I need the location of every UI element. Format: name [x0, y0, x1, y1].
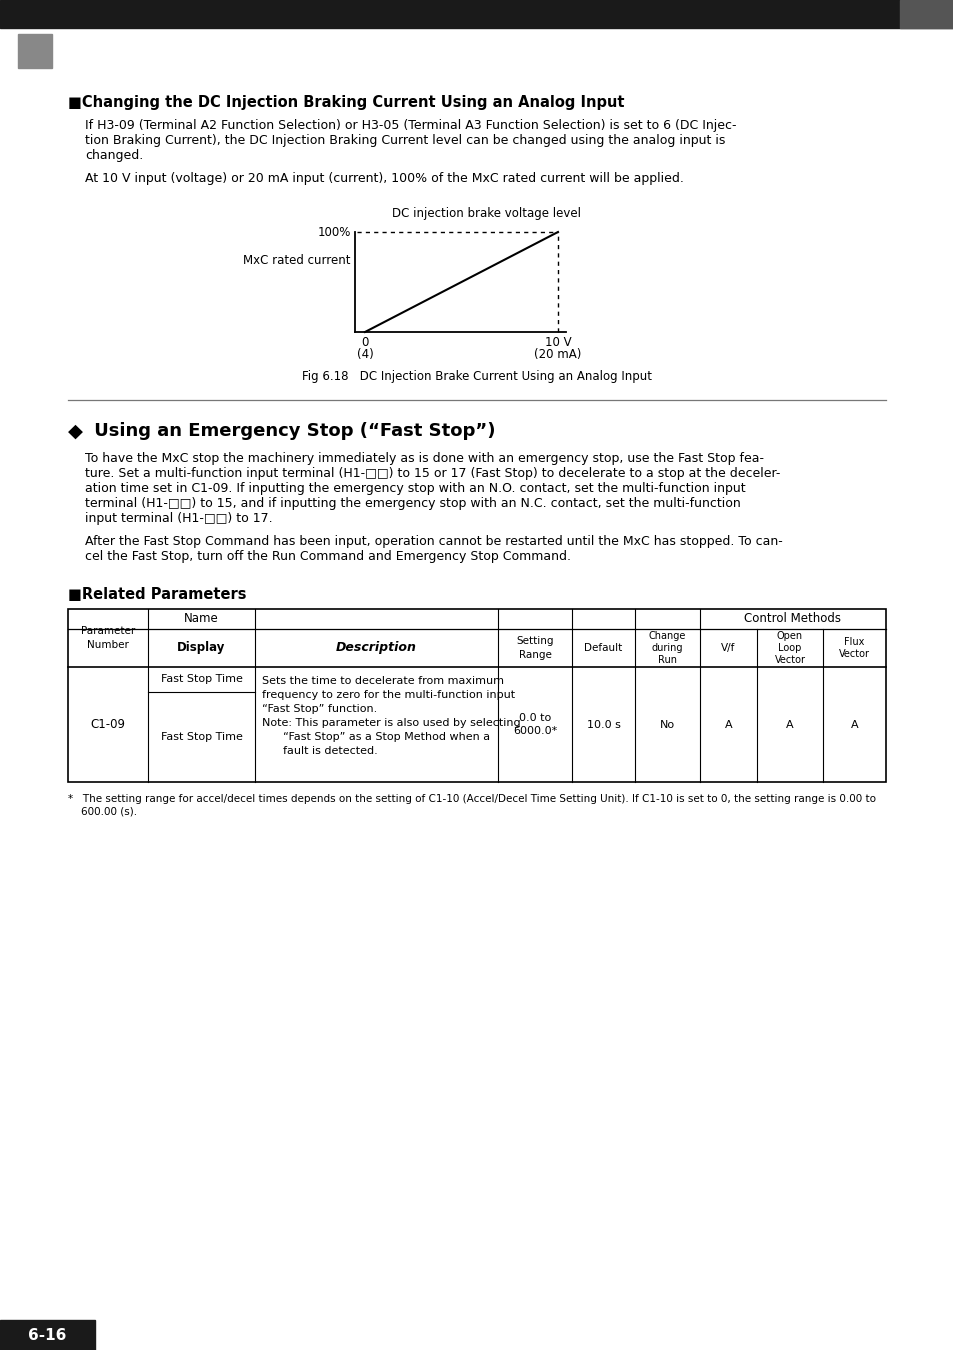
Text: input terminal (H1-□□) to 17.: input terminal (H1-□□) to 17.: [85, 512, 273, 525]
Text: Parameter
Number: Parameter Number: [81, 626, 135, 649]
Text: 0: 0: [361, 336, 368, 350]
Text: cel the Fast Stop, turn off the Run Command and Emergency Stop Command.: cel the Fast Stop, turn off the Run Comm…: [85, 549, 571, 563]
Text: If H3-09 (Terminal A2 Function Selection) or H3-05 (Terminal A3 Function Selecti: If H3-09 (Terminal A2 Function Selection…: [85, 119, 736, 132]
Text: V/f: V/f: [720, 643, 735, 653]
Text: Default: Default: [584, 643, 622, 653]
Text: 10 V: 10 V: [544, 336, 571, 350]
Text: Control Methods: Control Methods: [743, 613, 841, 625]
Text: fault is detected.: fault is detected.: [262, 747, 377, 756]
Bar: [18, 34, 52, 68]
Text: Display: Display: [177, 641, 226, 655]
Text: Using an Emergency Stop (“Fast Stop”): Using an Emergency Stop (“Fast Stop”): [88, 423, 495, 440]
Text: Setting
Range: Setting Range: [516, 636, 553, 660]
Text: ■Changing the DC Injection Braking Current Using an Analog Input: ■Changing the DC Injection Braking Curre…: [68, 95, 624, 109]
Text: DC injection brake voltage level: DC injection brake voltage level: [392, 207, 580, 220]
Text: 0.0 to
6000.0*: 0.0 to 6000.0*: [513, 713, 557, 736]
Text: terminal (H1-□□) to 15, and if inputting the emergency stop with an N.C. contact: terminal (H1-□□) to 15, and if inputting…: [85, 497, 740, 510]
Text: Sets the time to decelerate from maximum: Sets the time to decelerate from maximum: [262, 676, 503, 686]
Text: (4): (4): [356, 348, 373, 360]
Text: (20 mA): (20 mA): [534, 348, 581, 360]
Text: No: No: [659, 720, 675, 729]
Text: Description: Description: [335, 641, 416, 655]
Text: 100%: 100%: [317, 225, 351, 239]
Text: Open
Loop
Vector: Open Loop Vector: [774, 630, 804, 666]
Text: A: A: [850, 720, 858, 729]
Bar: [0, 1320, 95, 1350]
Text: Fig 6.18   DC Injection Brake Current Using an Analog Input: Fig 6.18 DC Injection Brake Current Usin…: [302, 370, 651, 383]
Text: MxC rated current: MxC rated current: [243, 254, 351, 267]
Text: To have the MxC stop the machinery immediately as is done with an emergency stop: To have the MxC stop the machinery immed…: [85, 452, 763, 464]
Text: 6-16: 6-16: [28, 1327, 66, 1342]
Text: “Fast Stop” as a Stop Method when a: “Fast Stop” as a Stop Method when a: [262, 732, 490, 742]
Text: Fast Stop Time: Fast Stop Time: [160, 675, 242, 684]
Text: “Fast Stop” function.: “Fast Stop” function.: [262, 703, 376, 714]
Bar: [0, 0, 953, 28]
Text: ture. Set a multi-function input terminal (H1-□□) to 15 or 17 (Fast Stop) to dec: ture. Set a multi-function input termina…: [85, 467, 780, 481]
Text: ation time set in C1-09. If inputting the emergency stop with an N.O. contact, s: ation time set in C1-09. If inputting th…: [85, 482, 745, 495]
Text: Fast Stop Time: Fast Stop Time: [160, 732, 242, 742]
Text: ■Related Parameters: ■Related Parameters: [68, 587, 246, 602]
Text: At 10 V input (voltage) or 20 mA input (current), 100% of the MxC rated current : At 10 V input (voltage) or 20 mA input (…: [85, 171, 683, 185]
Text: Change
during
Run: Change during Run: [648, 630, 685, 666]
Bar: [899, 0, 953, 28]
Text: frequency to zero for the multi-function input: frequency to zero for the multi-function…: [262, 690, 515, 701]
Text: Name: Name: [184, 613, 218, 625]
Bar: [68, 609, 885, 782]
Text: A: A: [724, 720, 732, 729]
Text: After the Fast Stop Command has been input, operation cannot be restarted until : After the Fast Stop Command has been inp…: [85, 535, 781, 548]
Text: 10.0 s: 10.0 s: [586, 720, 619, 729]
Text: A: A: [785, 720, 793, 729]
Text: Flux
Vector: Flux Vector: [838, 637, 869, 659]
Text: 600.00 (s).: 600.00 (s).: [68, 807, 137, 817]
Text: tion Braking Current), the DC Injection Braking Current level can be changed usi: tion Braking Current), the DC Injection …: [85, 134, 724, 147]
Text: ◆: ◆: [68, 423, 83, 441]
Text: C1-09: C1-09: [91, 718, 126, 730]
Text: *   The setting range for accel/decel times depends on the setting of C1-10 (Acc: * The setting range for accel/decel time…: [68, 794, 875, 805]
Text: changed.: changed.: [85, 148, 143, 162]
Text: Note: This parameter is also used by selecting: Note: This parameter is also used by sel…: [262, 718, 520, 728]
